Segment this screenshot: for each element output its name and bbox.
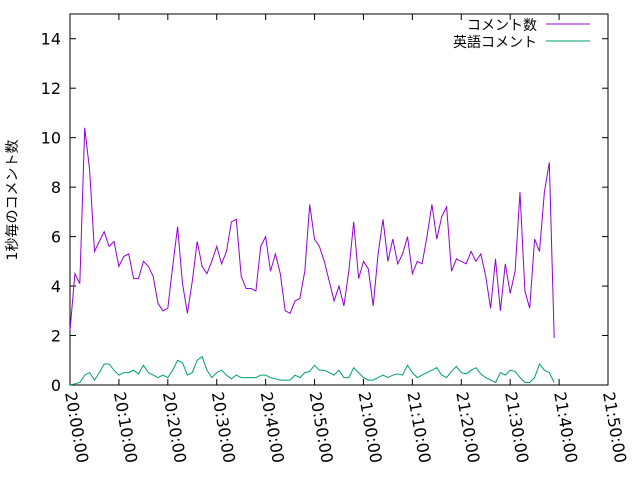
series-line-1 (69, 127, 555, 339)
y-axis-label: 1秒毎のコメント数 (5, 140, 21, 261)
x-tick-label: 21:50:00 (599, 390, 630, 464)
y-tick-label: 6 (51, 228, 61, 247)
x-tick-label: 20:30:00 (208, 390, 239, 464)
x-tick-label: 21:40:00 (550, 390, 581, 464)
y-tick-label: 2 (51, 327, 61, 346)
x-tick-label: 20:40:00 (257, 390, 288, 464)
series-group (69, 127, 555, 386)
y-axis: 0 2 4 6 8 10 12 14 (41, 30, 608, 395)
y-tick-label: 14 (41, 30, 61, 49)
y-tick-label: 12 (41, 79, 61, 98)
x-tick-label: 21:00:00 (355, 390, 386, 464)
plot-frame (69, 13, 609, 386)
x-tick-label: 20:20:00 (159, 390, 190, 464)
x-tick-label: 20:50:00 (306, 390, 337, 464)
y-tick-label: 8 (51, 178, 61, 197)
y-tick-label: 0 (51, 376, 61, 395)
y-tick-label: 10 (41, 129, 61, 148)
series-line-2 (69, 355, 555, 386)
x-tick-label: 21:10:00 (403, 390, 434, 464)
x-tick-label: 21:20:00 (452, 390, 483, 464)
x-tick-label: 21:30:00 (501, 390, 532, 464)
legend-label: 英語コメント (453, 34, 537, 51)
y-tick-label: 4 (51, 277, 61, 296)
x-tick-label: 20:00:00 (61, 390, 92, 464)
legend-label: コメント数 (467, 18, 537, 34)
x-tick-label: 20:10:00 (110, 390, 141, 464)
x-axis: 20:00:00 20:10:00 20:20:00 20:30:00 20:40:00… (61, 14, 630, 464)
